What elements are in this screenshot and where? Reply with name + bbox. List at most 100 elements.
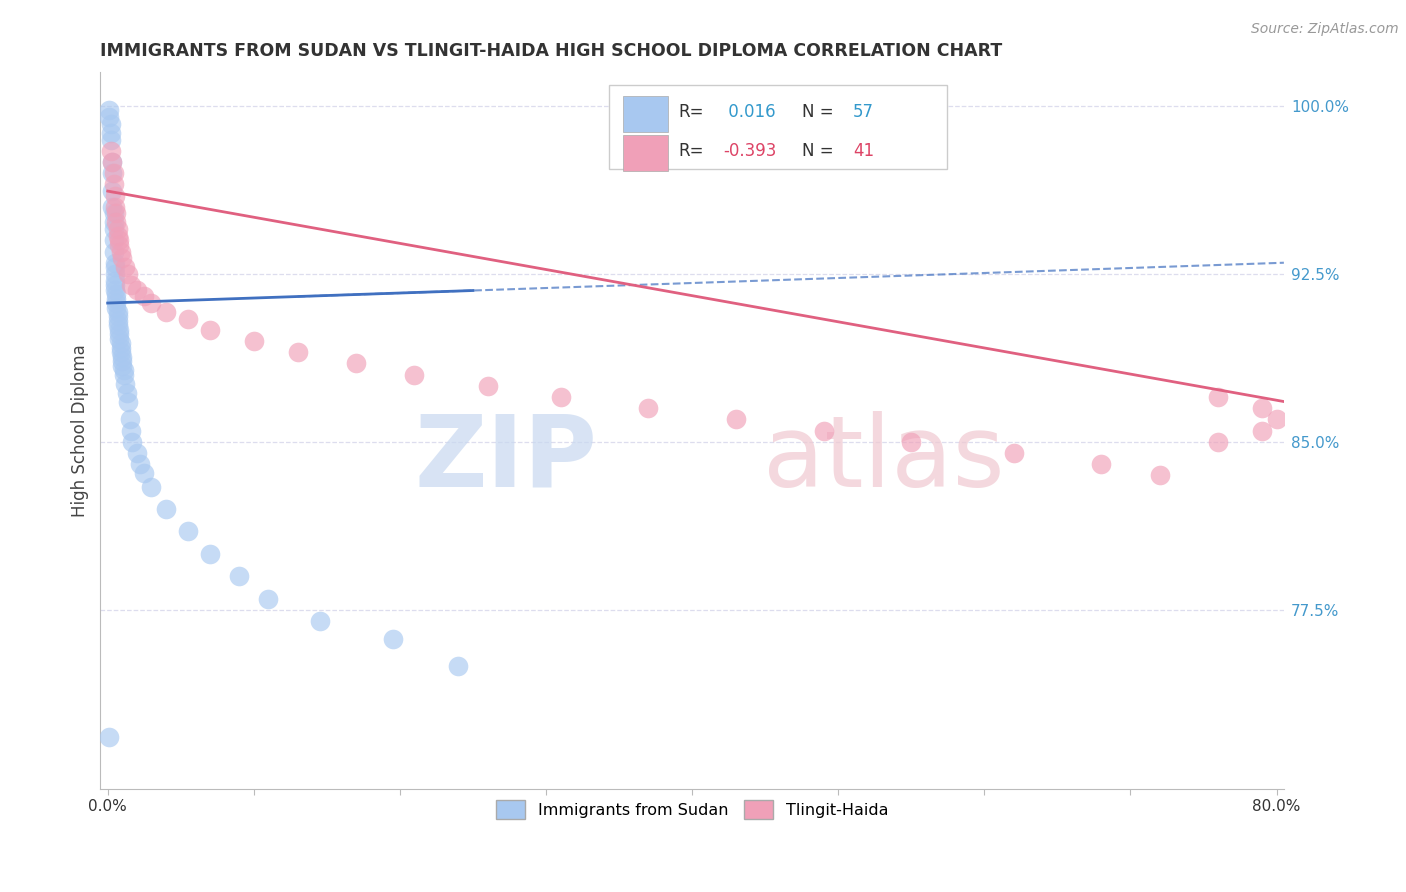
Point [155, 305, 177, 319]
Point [108, 327, 131, 342]
Point [103, 215, 125, 229]
Point [134, 466, 156, 480]
Text: 0.016: 0.016 [723, 103, 776, 120]
FancyBboxPatch shape [623, 96, 668, 132]
Point [105, 206, 128, 220]
Point [103, 244, 125, 259]
Point [103, 233, 125, 247]
Point [344, 356, 367, 370]
Point [177, 311, 200, 326]
Text: R=: R= [678, 142, 703, 160]
Point [100, 144, 122, 158]
Point [1265, 412, 1288, 426]
Point [813, 424, 835, 438]
Text: N =: N = [803, 103, 834, 120]
Point [155, 502, 177, 516]
Text: atlas: atlas [763, 411, 1005, 508]
Point [105, 292, 128, 306]
Point [98, 110, 121, 124]
Text: N =: N = [803, 142, 834, 160]
Point [103, 222, 125, 236]
Point [477, 379, 499, 393]
Legend: Immigrants from Sudan, Tlingit-Haida: Immigrants from Sudan, Tlingit-Haida [479, 784, 904, 835]
FancyBboxPatch shape [609, 85, 946, 169]
Point [447, 658, 470, 673]
Text: -0.393: -0.393 [723, 142, 776, 160]
Point [114, 260, 136, 275]
Point [98, 731, 121, 745]
Point [1002, 446, 1025, 460]
Point [107, 222, 129, 236]
Point [120, 424, 142, 438]
Point [404, 368, 426, 382]
Point [134, 289, 156, 303]
Point [900, 434, 922, 449]
Point [105, 301, 128, 315]
Point [1206, 390, 1229, 404]
Point [111, 359, 134, 373]
Point [110, 244, 132, 259]
Point [107, 310, 129, 324]
Point [111, 252, 134, 266]
Point [100, 117, 122, 131]
Point [228, 569, 250, 583]
Point [257, 591, 280, 606]
Point [177, 524, 200, 539]
Point [110, 345, 132, 359]
Point [101, 184, 124, 198]
Point [98, 103, 121, 118]
Point [141, 480, 163, 494]
Point [381, 632, 404, 646]
Text: Source: ZipAtlas.com: Source: ZipAtlas.com [1251, 22, 1399, 37]
Point [308, 614, 330, 628]
Point [108, 233, 131, 247]
Point [242, 334, 264, 348]
Point [114, 376, 136, 391]
Text: 57: 57 [853, 103, 875, 120]
Point [100, 126, 122, 140]
Point [112, 363, 135, 377]
Point [105, 287, 128, 301]
Point [101, 155, 124, 169]
Point [550, 390, 572, 404]
Point [101, 200, 124, 214]
Point [198, 323, 221, 337]
Point [111, 350, 134, 364]
Point [108, 323, 131, 337]
Point [287, 345, 309, 359]
Point [104, 278, 127, 293]
Point [120, 278, 142, 293]
Point [101, 166, 124, 180]
Point [107, 314, 129, 328]
Point [104, 267, 127, 281]
Point [121, 434, 143, 449]
Point [111, 354, 134, 368]
Point [118, 412, 141, 426]
Point [103, 166, 125, 180]
Point [107, 318, 129, 333]
Point [112, 368, 135, 382]
Point [115, 385, 138, 400]
Point [128, 457, 150, 471]
Point [125, 446, 148, 460]
Point [637, 401, 659, 416]
Point [103, 178, 125, 192]
Point [104, 200, 127, 214]
Point [104, 283, 127, 297]
Text: 41: 41 [853, 142, 875, 160]
Point [104, 188, 127, 202]
Text: ZIP: ZIP [415, 411, 598, 508]
Point [117, 267, 139, 281]
Point [105, 296, 128, 310]
Point [1090, 457, 1112, 471]
Point [100, 132, 122, 146]
Y-axis label: High School Diploma: High School Diploma [72, 344, 89, 517]
Point [110, 341, 132, 355]
Point [198, 547, 221, 561]
Point [108, 237, 131, 252]
Point [1149, 468, 1171, 483]
Text: R=: R= [678, 103, 703, 120]
Point [1251, 401, 1274, 416]
FancyBboxPatch shape [623, 135, 668, 170]
Point [105, 215, 128, 229]
